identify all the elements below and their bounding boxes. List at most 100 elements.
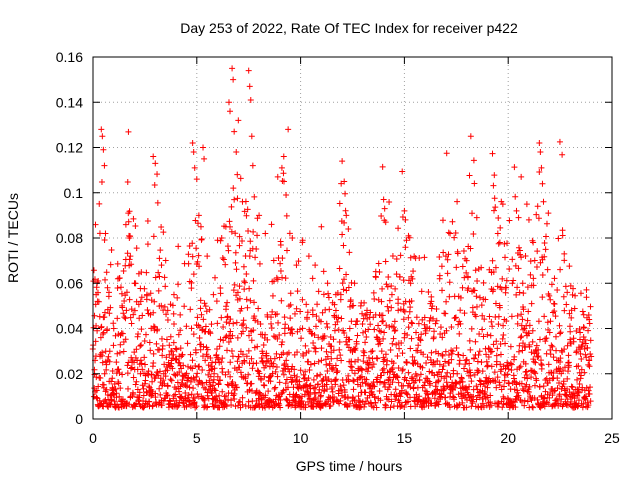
data-point bbox=[224, 299, 231, 306]
data-point bbox=[449, 385, 456, 392]
data-point bbox=[156, 368, 163, 375]
data-point bbox=[201, 300, 208, 307]
data-point bbox=[227, 373, 234, 380]
data-point bbox=[428, 349, 435, 356]
data-point bbox=[491, 369, 498, 376]
data-point bbox=[416, 255, 423, 262]
data-point bbox=[204, 253, 211, 260]
data-point bbox=[577, 329, 584, 336]
data-point bbox=[524, 317, 531, 324]
data-point bbox=[340, 286, 347, 293]
data-point bbox=[343, 212, 350, 219]
data-point bbox=[424, 354, 431, 361]
data-point bbox=[185, 260, 192, 267]
data-point bbox=[122, 292, 129, 299]
data-point bbox=[560, 378, 567, 385]
data-point bbox=[457, 294, 464, 301]
data-point bbox=[96, 230, 103, 237]
data-point bbox=[451, 314, 458, 321]
y-tick-label: 0.08 bbox=[56, 230, 83, 246]
data-point bbox=[247, 238, 254, 245]
data-point bbox=[258, 396, 265, 403]
data-point bbox=[405, 314, 412, 321]
y-tick-label: 0.04 bbox=[56, 321, 83, 337]
data-point bbox=[130, 311, 137, 318]
data-point bbox=[435, 378, 442, 385]
data-point bbox=[133, 346, 140, 353]
data-point bbox=[336, 338, 343, 345]
data-point bbox=[198, 379, 205, 386]
x-tick-label: 15 bbox=[397, 430, 413, 446]
data-point bbox=[445, 251, 452, 258]
data-point bbox=[435, 350, 442, 357]
data-point bbox=[109, 375, 116, 382]
data-point bbox=[248, 380, 255, 387]
data-point bbox=[568, 307, 575, 314]
data-point bbox=[243, 353, 250, 360]
y-tick-label: 0.12 bbox=[56, 140, 83, 156]
data-point bbox=[156, 346, 163, 353]
data-point bbox=[328, 355, 335, 362]
data-point bbox=[127, 314, 134, 321]
data-point bbox=[511, 164, 518, 171]
data-point bbox=[423, 390, 430, 397]
data-point bbox=[492, 264, 499, 271]
data-point bbox=[499, 404, 506, 411]
data-point bbox=[207, 355, 214, 362]
data-point bbox=[573, 328, 580, 335]
data-point bbox=[224, 313, 231, 320]
data-point bbox=[391, 318, 398, 325]
data-point bbox=[261, 382, 268, 389]
data-point bbox=[197, 305, 204, 312]
data-point bbox=[580, 333, 587, 340]
data-point bbox=[463, 356, 470, 363]
data-point bbox=[360, 358, 367, 365]
data-point bbox=[575, 397, 582, 404]
data-point bbox=[317, 371, 324, 378]
data-point bbox=[513, 381, 520, 388]
data-point bbox=[551, 308, 558, 315]
data-point bbox=[475, 351, 482, 358]
data-point bbox=[155, 287, 162, 294]
data-point bbox=[554, 385, 561, 392]
data-point bbox=[359, 321, 366, 328]
data-point bbox=[492, 378, 499, 385]
data-point bbox=[118, 290, 125, 297]
data-point bbox=[361, 299, 368, 306]
data-point bbox=[231, 128, 238, 135]
data-point bbox=[196, 263, 203, 270]
data-point bbox=[127, 233, 134, 240]
data-point bbox=[211, 394, 218, 401]
data-point bbox=[258, 354, 265, 361]
data-point bbox=[579, 342, 586, 349]
data-point bbox=[379, 285, 386, 292]
data-point bbox=[219, 254, 226, 261]
data-point bbox=[144, 241, 151, 248]
data-point bbox=[524, 398, 531, 405]
data-point bbox=[220, 323, 227, 330]
data-point bbox=[141, 403, 148, 410]
data-point bbox=[452, 314, 459, 321]
data-point bbox=[263, 352, 270, 359]
data-point bbox=[535, 215, 542, 222]
data-point bbox=[490, 269, 497, 276]
data-point bbox=[212, 387, 219, 394]
data-point bbox=[485, 345, 492, 352]
data-point bbox=[302, 342, 309, 349]
data-point bbox=[143, 388, 150, 395]
data-point bbox=[158, 262, 165, 269]
data-point bbox=[379, 312, 386, 319]
data-point bbox=[497, 224, 504, 231]
data-point bbox=[177, 311, 184, 318]
data-point bbox=[184, 363, 191, 370]
data-point bbox=[252, 254, 259, 261]
data-point bbox=[415, 342, 422, 349]
data-point bbox=[193, 373, 200, 380]
data-point bbox=[505, 366, 512, 373]
data-point bbox=[456, 361, 463, 368]
data-point bbox=[225, 247, 232, 254]
data-point bbox=[284, 384, 291, 391]
data-point bbox=[495, 399, 502, 406]
data-point bbox=[446, 404, 453, 411]
data-point bbox=[387, 347, 394, 354]
